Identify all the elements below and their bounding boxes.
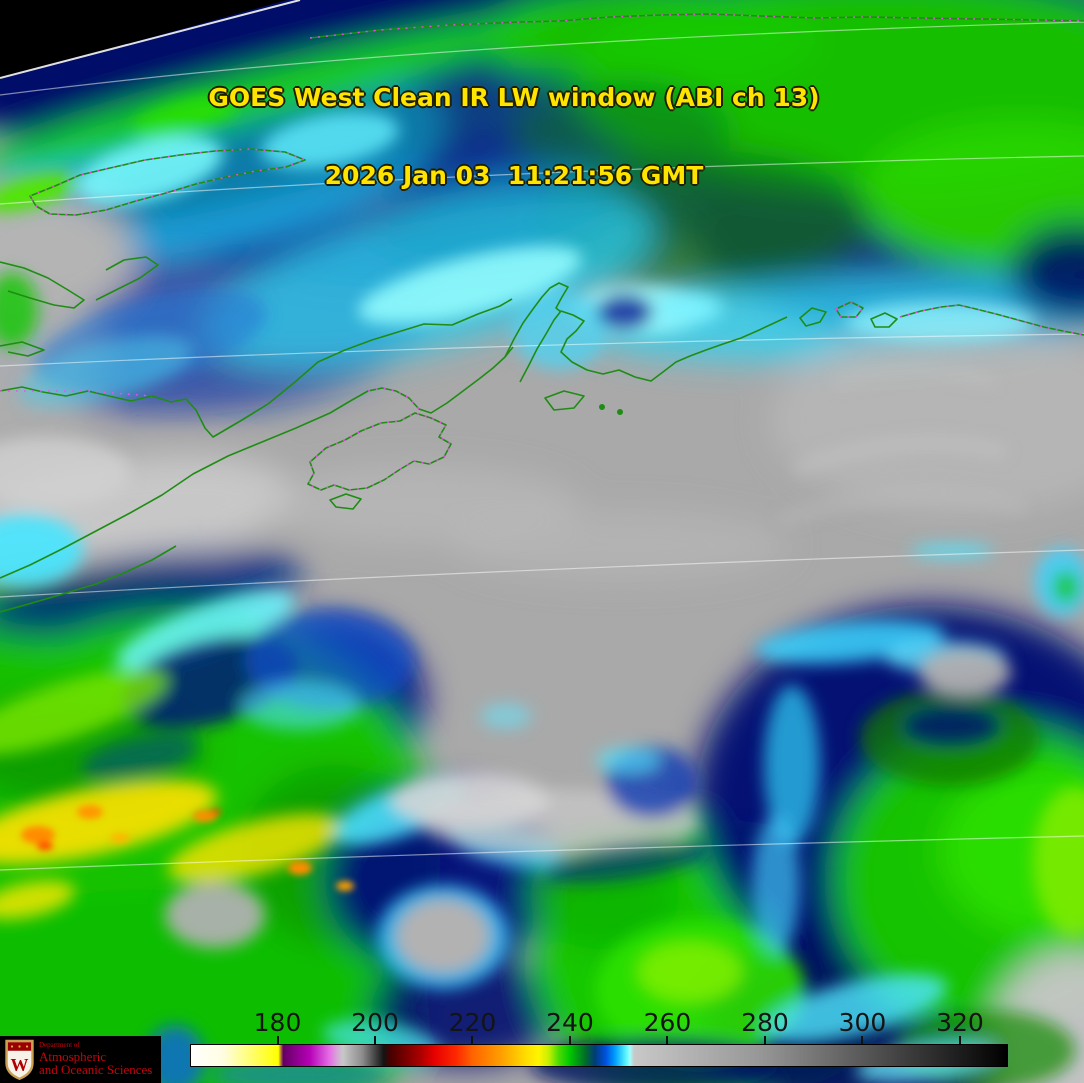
colorbar-tick bbox=[666, 1036, 669, 1044]
colorbar-tick-label: 200 bbox=[351, 1008, 399, 1037]
colorbar-tick-label: 320 bbox=[936, 1008, 984, 1037]
colorbar-tick bbox=[276, 1036, 279, 1044]
colorbar-tick-label: 180 bbox=[253, 1008, 302, 1037]
colorbar-tick-label: 220 bbox=[448, 1008, 497, 1037]
colorbar-tick bbox=[568, 1036, 571, 1044]
map-edge-wedge bbox=[0, 0, 301, 79]
coastlines bbox=[0, 13, 1084, 613]
image-title: GOES West Clean IR LW window (ABI ch 13) bbox=[208, 83, 820, 112]
image-timestamp: 2026 Jan 03 11:21:56 GMT bbox=[324, 161, 704, 190]
colorbar-labels: 180 200 220 240 260 280 300 320 bbox=[190, 1009, 1008, 1036]
colorbar-tick-label: 260 bbox=[643, 1008, 692, 1037]
logo-name-line2: and Oceanic Sciences bbox=[39, 1062, 153, 1077]
colorbar-ticks bbox=[190, 1036, 1008, 1044]
boundary-dashes bbox=[0, 13, 1084, 491]
colorbar-tick bbox=[861, 1036, 864, 1044]
coldest-cloud-tops bbox=[21, 805, 354, 891]
logo-name-line1: Atmospheric bbox=[39, 1049, 107, 1064]
aos-logo: W Department of Atmospheric and Oceanic … bbox=[0, 1036, 161, 1083]
colorbar-tick bbox=[471, 1036, 474, 1044]
colorbar bbox=[190, 1044, 1008, 1067]
colorbar-tick bbox=[374, 1036, 377, 1044]
colorbar-tick bbox=[763, 1036, 766, 1044]
colorbar-tick-label: 280 bbox=[741, 1008, 789, 1037]
logo-department-line: Department of bbox=[39, 1041, 80, 1049]
image-title-block: GOES West Clean IR LW window (ABI ch 13)… bbox=[208, 33, 819, 241]
logo-text: Department of Atmospheric and Oceanic Sc… bbox=[39, 1042, 152, 1077]
colorbar-tick-label: 300 bbox=[838, 1008, 887, 1037]
crest-letter: W bbox=[11, 1055, 29, 1075]
colorbar-tick-label: 240 bbox=[546, 1008, 594, 1037]
uw-crest-icon: W bbox=[5, 1039, 34, 1080]
graticule-lines bbox=[0, 21, 1084, 871]
colorbar-tick bbox=[958, 1036, 961, 1044]
